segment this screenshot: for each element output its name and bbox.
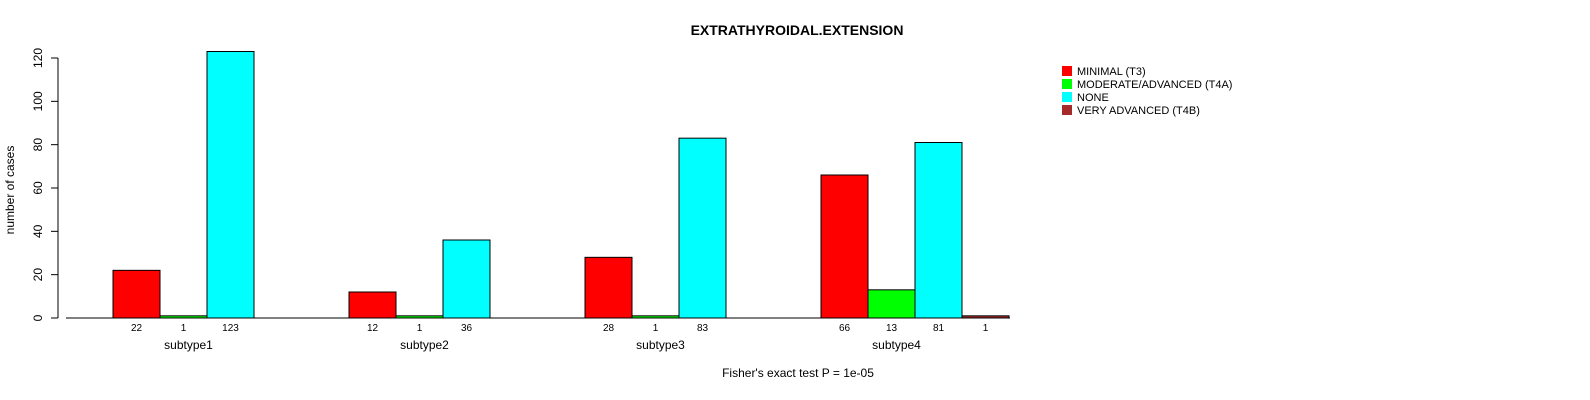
bar-subtype4-1 [820,174,869,319]
bar-subtype2-3 [442,239,491,319]
y-tick-label: 40 [31,224,45,238]
chart-title: EXTRATHYROIDAL.EXTENSION [691,22,904,38]
bar-value-label: 1 [653,323,659,334]
legend-item: VERY ADVANCED (T4B) [1062,105,1200,117]
group-label-subtype2: subtype2 [400,338,449,352]
bar-value-label: 123 [222,323,239,334]
group-label-subtype1: subtype1 [164,338,213,352]
bar-value-label: 36 [461,323,473,334]
legend-label: NONE [1077,92,1109,104]
y-tick-label: 100 [31,91,45,111]
bar-value-label: 66 [839,323,851,334]
footnote: Fisher's exact test P = 1e-05 [722,366,874,380]
bar-subtype1-1 [112,269,161,319]
bar-value-label: 28 [603,323,615,334]
legend-label: MINIMAL (T3) [1077,66,1146,78]
bar-value-label: 1 [417,323,423,334]
bar-value-label: 1 [181,323,187,334]
legend-swatch [1062,105,1072,115]
y-axis: 0 20 40 60 80 100 120 [31,48,59,321]
group-label-subtype3: subtype3 [636,338,685,352]
bar-subtype3-1 [584,256,633,319]
bar-value-label: 13 [886,323,898,334]
y-tick-label: 60 [31,181,45,195]
bar-value-label: 81 [933,323,945,334]
legend-swatch [1062,92,1072,102]
bar-value-label: 1 [983,323,989,334]
bar-subtype1-3 [206,51,255,319]
legend-item: MINIMAL (T3) [1062,66,1146,78]
y-axis-label: number of cases [3,146,17,235]
y-tick-label: 120 [31,48,45,68]
bar-value-label: 12 [367,323,379,334]
bar-value-label: 22 [131,323,143,334]
bar-subtype4-3 [914,142,963,319]
group-label-subtype4: subtype4 [872,338,921,352]
legend-item: NONE [1062,92,1109,104]
legend-label: VERY ADVANCED (T4B) [1077,105,1200,117]
panel-subtype4: 66 13 81 1 subtype4 [774,142,1010,352]
bar-subtype2-1 [348,291,397,319]
y-tick-label: 0 [31,314,45,321]
legend: MINIMAL (T3)MODERATE/ADVANCED (T4A)NONEV… [1062,66,1232,117]
bar-subtype4-4 [961,315,1010,319]
bar-subtype2-2 [395,315,444,319]
panel-subtype1: 22 1 123 subtype1 [66,51,302,352]
panels: 22 1 123 subtype1 12 1 36 subtype2 28 1 83 subtype3… [66,51,1010,352]
legend-swatch [1062,79,1072,89]
panel-subtype2: 12 1 36 subtype2 [302,239,538,352]
panel-subtype3: 28 1 83 subtype3 [538,137,774,352]
y-tick-label: 80 [31,138,45,152]
bar-subtype3-3 [678,137,727,319]
bar-subtype3-2 [631,315,680,319]
legend-swatch [1062,66,1072,76]
bar-subtype1-2 [159,315,208,319]
bar-subtype4-2 [867,289,916,319]
legend-item: MODERATE/ADVANCED (T4A) [1062,79,1232,91]
y-tick-label: 20 [31,268,45,282]
legend-label: MODERATE/ADVANCED (T4A) [1077,79,1232,91]
bar-value-label: 83 [697,323,709,334]
